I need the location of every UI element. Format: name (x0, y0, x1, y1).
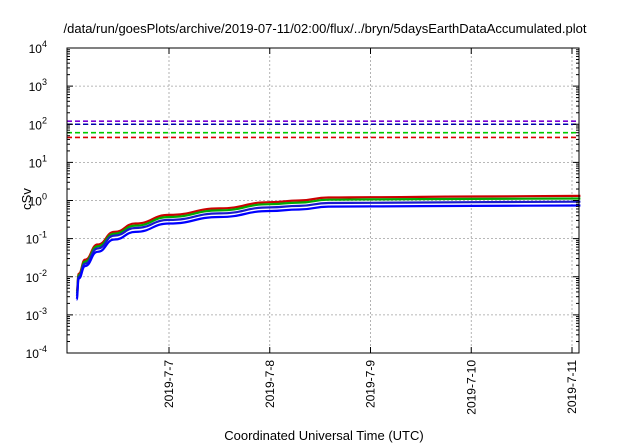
x-tick-label: 2019-7-11 (565, 360, 579, 414)
series-line (75, 197, 581, 296)
y-tick-label: 104 (29, 39, 47, 56)
y-tick-label: 103 (29, 77, 47, 94)
y-tick-label: 10-1 (26, 230, 47, 247)
x-tick-label: 2019-7-9 (364, 360, 378, 408)
chart-title: /data/run/goesPlots/archive/2019-07-11/0… (64, 21, 587, 36)
data-series (75, 194, 581, 301)
y-tick-label: 101 (29, 153, 47, 170)
y-axis-label: cSv (19, 188, 34, 210)
series-line (75, 204, 581, 301)
x-tick-label: 2019-7-8 (263, 360, 277, 408)
x-axis-label: Coordinated Universal Time (UTC) (224, 428, 423, 443)
y-ticks: 10-4 10-3 10-2 10-1 100 101 102 103 104 (26, 39, 579, 361)
y-tick-label: 10-4 (26, 344, 47, 361)
y-tick-label: 100 (29, 192, 47, 209)
series-line (75, 194, 581, 293)
series-line (75, 200, 581, 298)
x-tick-label: 2019-7-7 (162, 360, 176, 408)
y-tick-label: 10-3 (26, 306, 47, 323)
y-tick-label: 10-2 (26, 268, 47, 285)
x-tick-label: 2019-7-10 (464, 360, 478, 415)
threshold-lines (67, 120, 579, 139)
x-ticks: 2019-7-7 2019-7-8 2019-7-9 2019-7-10 2019-7-… (162, 48, 579, 415)
y-tick-label: 102 (29, 115, 47, 132)
